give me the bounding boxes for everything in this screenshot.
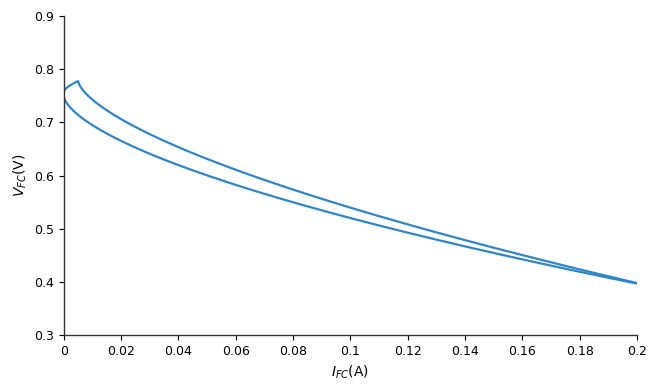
Y-axis label: $V_{FC}$(V): $V_{FC}$(V) xyxy=(11,154,28,197)
X-axis label: $I_{FC}$(A): $I_{FC}$(A) xyxy=(332,363,369,381)
